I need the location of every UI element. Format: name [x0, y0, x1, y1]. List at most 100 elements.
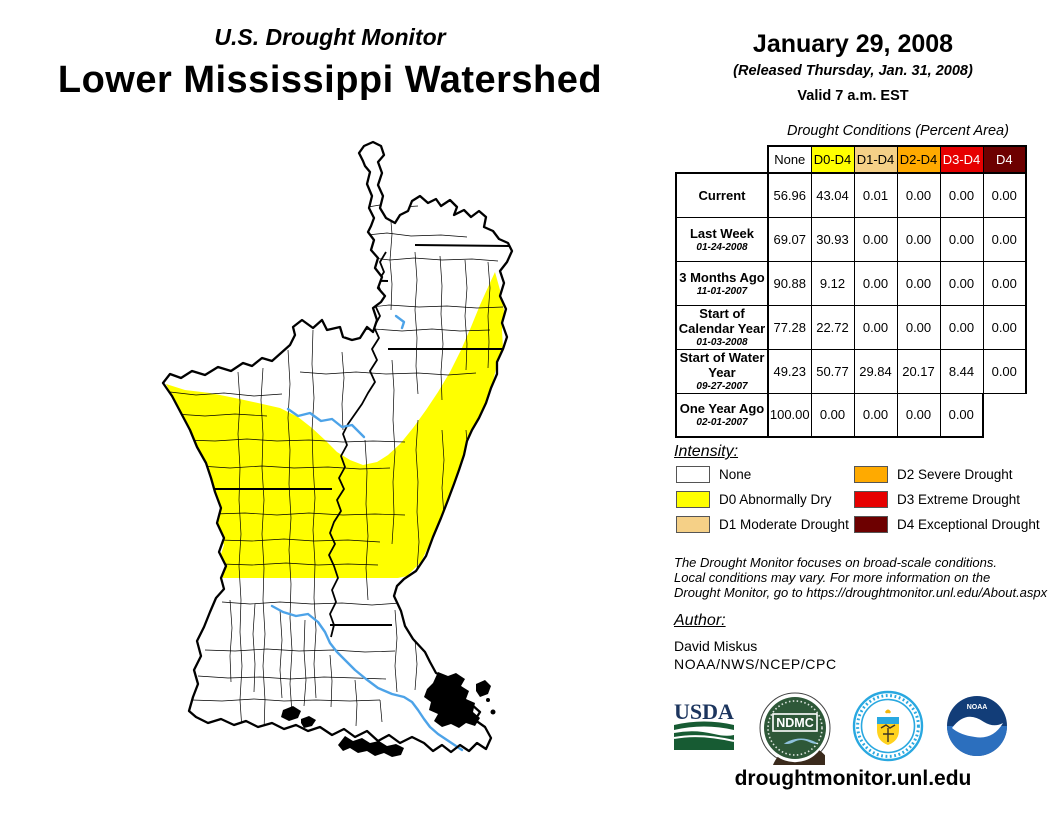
cell-value: 0.00 [939, 172, 984, 218]
ndmc-logo: NDMC [759, 692, 831, 765]
title-block: U.S. Drought Monitor Lower Mississippi W… [0, 24, 660, 102]
legend-swatch-d0 [676, 491, 710, 508]
row-label: Last Week [689, 225, 755, 241]
legend-label: D0 Abnormally Dry [719, 492, 832, 507]
cell-value: 0.00 [853, 304, 898, 350]
row-label: Start of Calendar Year [678, 306, 766, 336]
table-row: Start of Water Year 09-27-2007 49.23 50.7… [675, 348, 1027, 394]
cell-value: 50.77 [810, 348, 855, 394]
cell-value: 0.00 [853, 260, 898, 306]
cell-value: 0.00 [853, 216, 898, 262]
release-date: (Released Thursday, Jan. 31, 2008) [733, 63, 973, 79]
cell-value: 0.00 [896, 260, 941, 306]
map-date: January 29, 2008 [752, 30, 954, 58]
table-caption: Drought Conditions (Percent Area) [787, 123, 1009, 139]
mississippi-river [328, 251, 387, 638]
legend-label: D2 Severe Drought [897, 467, 1013, 482]
valid-time: Valid 7 a.m. EST [797, 88, 909, 104]
legend-item-d3: D3 Extreme Drought [854, 491, 1020, 508]
legend-item-none: None [676, 466, 751, 483]
legend-label: D4 Exceptional Drought [897, 517, 1040, 532]
cell-value: 8.44 [939, 348, 984, 394]
author-name: David Miskus [674, 638, 758, 654]
cell-value: 100.00 [767, 392, 812, 438]
legend-heading: Intensity: [674, 443, 739, 460]
cell-value: 0.00 [853, 392, 898, 438]
table-row: Last Week 01-24-2008 69.07 30.93 0.00 0.0… [675, 216, 1027, 262]
cell-value: 0.00 [896, 216, 941, 262]
row-date: 11-01-2007 [696, 285, 748, 297]
arkansas-river [286, 407, 366, 439]
table-row: 3 Months Ago 11-01-2007 90.88 9.12 0.00 0… [675, 260, 1027, 306]
cell-value: 0.00 [939, 392, 984, 438]
usda-logo-text: USDA [674, 700, 734, 724]
col-d1d4: D1-D4 [853, 145, 898, 174]
cell-value: 0.00 [982, 348, 1027, 394]
cell-value: 0.00 [939, 260, 984, 306]
table-row: Start of Calendar Year 01-03-2008 77.28 2… [675, 304, 1027, 350]
cell-value: 43.04 [810, 172, 855, 218]
legend-swatch-d2 [854, 466, 888, 483]
legend-swatch-d4 [854, 516, 888, 533]
usda-logo: USDA [673, 700, 735, 750]
cell-value: 0.00 [896, 304, 941, 350]
legend-label: D3 Extreme Drought [897, 492, 1021, 507]
cell-value: 0.00 [896, 392, 941, 438]
cell-value: 77.28 [767, 304, 812, 350]
cell-value: 0.00 [810, 392, 855, 438]
cell-value: 56.96 [767, 172, 812, 218]
drought-conditions-table: None D0-D4 D1-D4 D2-D4 D3-D4 D4 Current … [675, 145, 1027, 438]
col-d4: D4 [982, 145, 1027, 174]
disclaimer-line: Local conditions may vary. For more info… [674, 570, 991, 585]
cell-value: 22.72 [810, 304, 855, 350]
row-date: 02-01-2007 [696, 417, 748, 429]
table-row: One Year Ago 02-01-2007 100.00 0.00 0.00 … [675, 392, 1026, 438]
delta-marsh [281, 672, 496, 757]
row-date: 01-24-2008 [696, 241, 748, 253]
cell-value: 29.84 [853, 348, 898, 394]
disclaimer-text: The Drought Monitor focuses on broad-sca… [674, 555, 1047, 600]
legend-label: None [719, 467, 752, 482]
table-row: Current 56.96 43.04 0.01 0.00 0.00 0.00 [675, 172, 1027, 218]
d0-region [166, 272, 504, 578]
row-date: 09-27-2007 [696, 381, 748, 392]
legend-swatch-d1 [676, 516, 710, 533]
ndmc-logo-text: NDMC [776, 716, 814, 730]
row-label: One Year Ago [679, 401, 765, 417]
col-d0d4: D0-D4 [810, 145, 855, 174]
cell-value: 20.17 [896, 348, 941, 394]
footer-url: droughtmonitor.unl.edu [734, 767, 972, 790]
commerce-seal-logo [852, 690, 924, 762]
disclaimer-line: Drought Monitor, go to https://droughtmo… [674, 585, 1048, 600]
legend-item-d2: D2 Severe Drought [854, 466, 1013, 483]
legend-item-d1: D1 Moderate Drought [676, 516, 849, 533]
author-organization: NOAA/NWS/NCEP/CPC [674, 656, 837, 672]
col-d3d4: D3-D4 [939, 145, 984, 174]
legend-item-d4: D4 Exceptional Drought [854, 516, 1040, 533]
disclaimer-line: The Drought Monitor focuses on broad-sca… [674, 555, 998, 570]
col-d2d4: D2-D4 [896, 145, 941, 174]
cell-value: 0.00 [982, 304, 1027, 350]
watershed-outline [161, 140, 514, 754]
cell-value: 30.93 [810, 216, 855, 262]
legend-swatch-none [676, 466, 710, 483]
table-corner [676, 146, 768, 173]
page-title: Lower Mississippi Watershed [57, 59, 603, 101]
red-river [270, 604, 464, 752]
legend-label: D1 Moderate Drought [719, 517, 849, 532]
row-date: 01-03-2008 [696, 337, 748, 348]
tributary-river [394, 314, 406, 330]
cell-value: 0.00 [982, 216, 1027, 262]
cell-value: 0.00 [896, 172, 941, 218]
cell-value: 90.88 [767, 260, 812, 306]
row-label: Current [698, 187, 746, 203]
watershed-map [161, 140, 514, 757]
col-none: None [767, 145, 812, 174]
info-panel: January 29, 2008 (Released Thursday, Jan… [660, 0, 1056, 816]
noaa-logo: NOAA [947, 696, 1007, 756]
legend-item-d0: D0 Abnormally Dry [676, 491, 832, 508]
legend-swatch-d3 [854, 491, 888, 508]
cell-value: 0.00 [982, 172, 1027, 218]
cell-value: 0.00 [982, 260, 1027, 306]
